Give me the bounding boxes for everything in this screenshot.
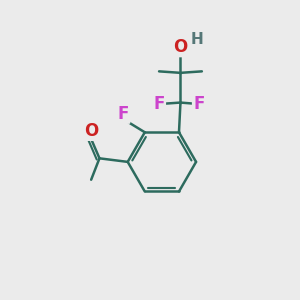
Text: O: O bbox=[173, 38, 188, 56]
Text: F: F bbox=[118, 105, 129, 123]
Text: O: O bbox=[84, 122, 98, 140]
Text: F: F bbox=[193, 95, 205, 113]
Text: H: H bbox=[190, 32, 203, 47]
Text: F: F bbox=[153, 95, 165, 113]
